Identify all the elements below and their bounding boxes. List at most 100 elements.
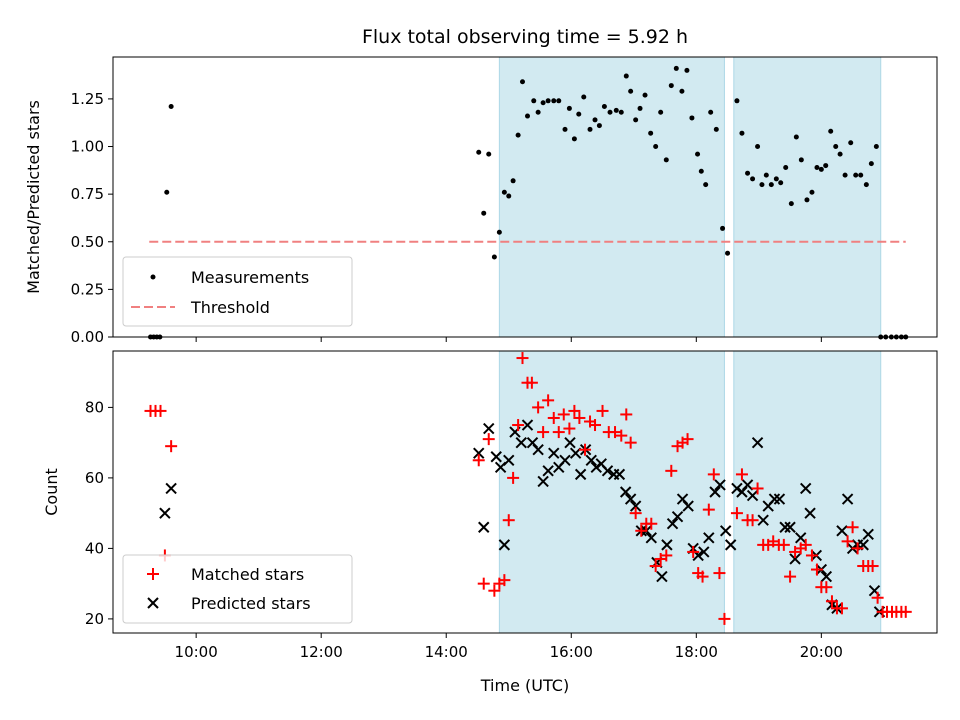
measurement-point (689, 115, 695, 121)
top-shaded-intervals (498, 56, 882, 338)
predicted-star-point (165, 482, 177, 495)
chart-title: Flux total observing time = 5.92 h (362, 26, 688, 48)
matched-star-point (542, 394, 555, 407)
matched-star-point (784, 570, 797, 583)
predicted-star-point (666, 518, 679, 530)
predicted-star-point (773, 493, 786, 505)
matched-star-point (512, 419, 525, 432)
legend-measurements-label: Measurements (191, 268, 309, 287)
matched-star-point (482, 433, 495, 446)
predicted-star-point (719, 525, 732, 537)
measurement-point (793, 134, 799, 140)
matched-star-point (665, 464, 678, 477)
measurement-point (481, 210, 487, 216)
x-tick-label: 18:00 (675, 643, 718, 661)
measurement-point (515, 132, 521, 138)
measurement-point (809, 189, 815, 195)
legend-measurements-marker (150, 274, 156, 280)
predicted-star-point (515, 436, 527, 449)
predicted-star-point (800, 482, 812, 495)
predicted-star-point (698, 546, 710, 558)
matched-star-point (866, 560, 879, 573)
measurement-point (525, 113, 531, 119)
matched-star-point (498, 574, 511, 587)
predicted-star-point (661, 539, 673, 551)
measurement-point (587, 126, 593, 132)
predicted-star-point (569, 447, 582, 459)
measurement-point (673, 65, 679, 71)
measurement-point (745, 170, 751, 176)
measurement-point (823, 163, 829, 169)
measurement-point (798, 157, 804, 163)
predicted-star-point (862, 528, 874, 541)
measurement-point (684, 67, 690, 73)
predicted-star-point (473, 447, 485, 459)
matched-star-point (547, 411, 560, 424)
measurement-point (873, 144, 879, 150)
predicted-star-point (656, 570, 668, 583)
measurement-point (783, 164, 789, 170)
measurement-point (562, 126, 568, 132)
predicted-star-point (703, 532, 715, 544)
legend-matched-marker (147, 568, 159, 580)
observing-interval-1 (498, 350, 725, 634)
predicted-star-point (542, 465, 554, 477)
x-tick-label: 20:00 (800, 643, 843, 661)
measurement-point (581, 94, 587, 100)
matched-star-point (609, 426, 622, 439)
measurement-point (618, 109, 624, 115)
measurement-point (658, 109, 664, 115)
bottom-panel: 10:00 12:00 14:00 16:00 18:00 20:00 20 40 60 80 C… (42, 350, 938, 695)
matched-star-point (516, 352, 529, 365)
predicted-star-point (714, 479, 726, 491)
bottom-plot-frame (112, 350, 938, 634)
matched-star-point (477, 577, 490, 590)
matched-star-point (568, 404, 581, 417)
matched-star-point (624, 436, 637, 449)
matched-star-point (615, 429, 628, 442)
predicted-star-point (613, 468, 626, 481)
observing-interval-2 (733, 56, 882, 338)
measurement-point (571, 136, 577, 142)
matched-star-point (899, 605, 912, 618)
measurement-point (739, 130, 745, 136)
bottom-legend-box (122, 554, 353, 624)
measurement-point (496, 229, 502, 235)
matched-star-point (629, 507, 642, 520)
predicted-star-point (498, 539, 511, 551)
predicted-star-point (676, 493, 689, 505)
predicted-star-point (585, 454, 597, 466)
y-tick-label: 0.25 (71, 280, 104, 298)
predicted-star-point (820, 570, 833, 583)
y-tick-label: 1.25 (71, 90, 104, 108)
measurement-point (842, 172, 848, 178)
predicted-star-point (746, 489, 759, 502)
measurement-point (628, 88, 634, 94)
predicted-star-point (159, 507, 171, 519)
measurement-point (833, 144, 839, 150)
measurement-point (501, 189, 507, 195)
matched-star-point (645, 517, 658, 530)
predicted-star-point (559, 454, 571, 466)
measurement-point (763, 172, 769, 178)
measurement-point (708, 109, 714, 115)
matched-star-point (557, 408, 570, 421)
top-legend: Measurements Threshold (122, 256, 353, 327)
measurement-point (576, 111, 582, 117)
x-tick-label: 10:00 (175, 643, 218, 661)
measurement-point (698, 168, 704, 174)
bottom-shaded-intervals (498, 350, 882, 634)
measurement-point (531, 98, 537, 104)
predicted-star-point (779, 521, 791, 533)
matched-star-point (696, 570, 709, 583)
measurement-point (491, 254, 497, 260)
matched-star-point (751, 482, 764, 495)
measurement-point (828, 128, 834, 134)
measurement-point (750, 176, 756, 182)
measurement-point (164, 189, 170, 195)
matched-star-point (777, 538, 790, 551)
measurement-point (734, 98, 740, 104)
legend-threshold-label: Threshold (190, 298, 270, 317)
predicted-star-point (601, 465, 614, 477)
